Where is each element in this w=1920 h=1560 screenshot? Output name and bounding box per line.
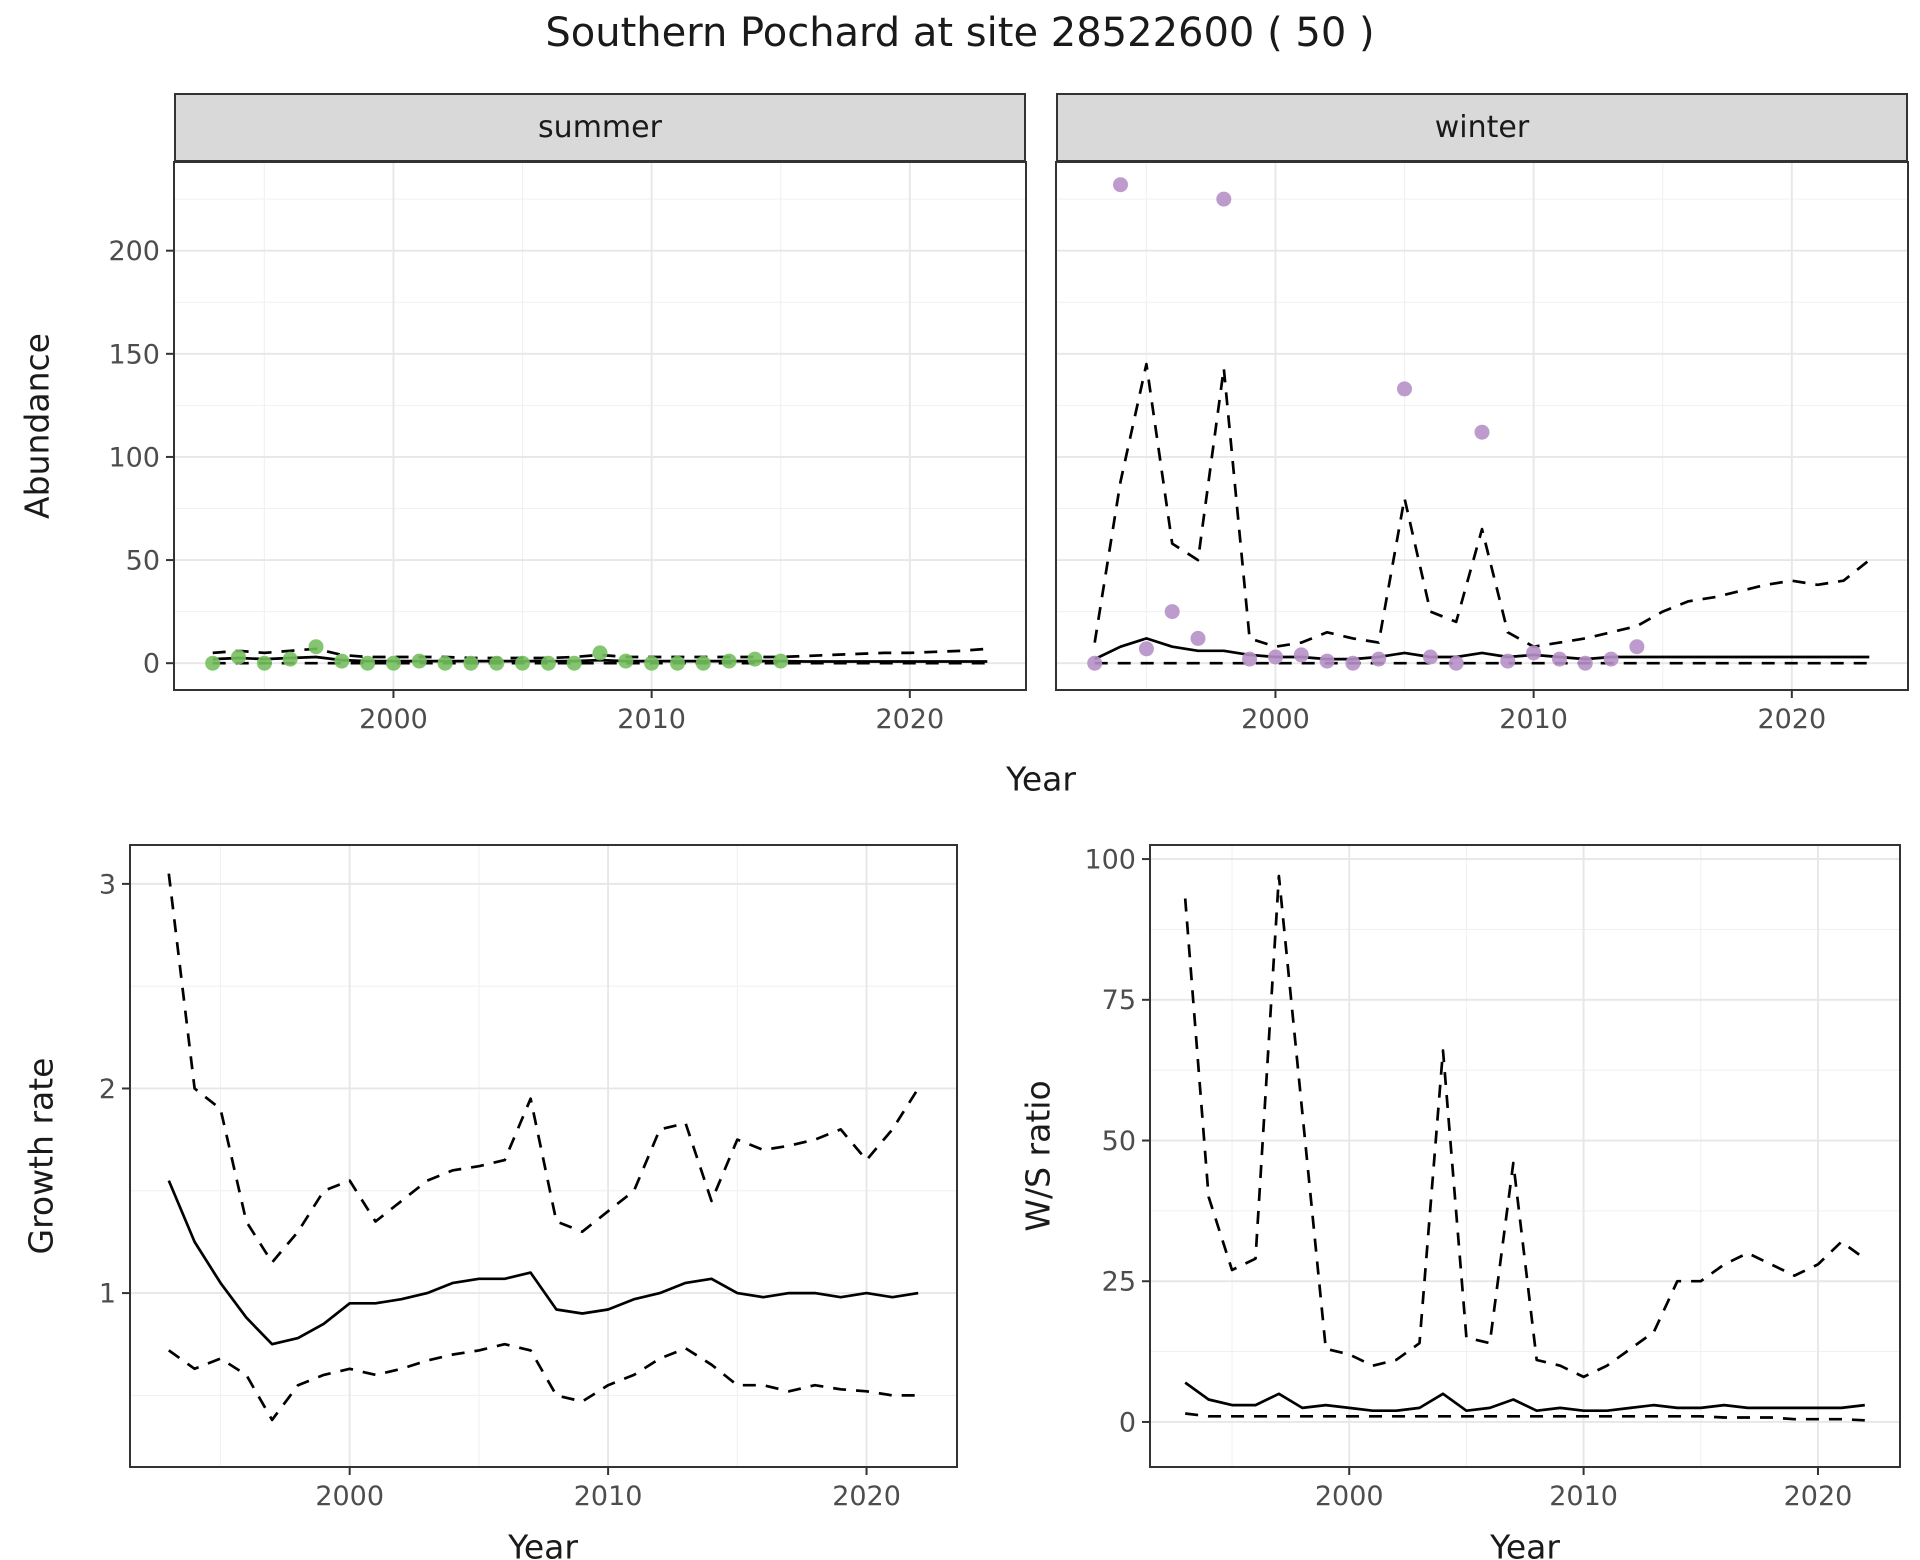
- panel-summer-point: [618, 653, 634, 669]
- panel-summer-y-tick-label: 100: [108, 442, 160, 473]
- panel-ws-ratio: 0 25 50 75 100 2000 2010 2020: [1084, 844, 1901, 1512]
- panel-winter-point: [1087, 655, 1103, 671]
- panel-winter-point: [1474, 424, 1490, 440]
- panel-winter-x-tick-label: 2000: [1241, 704, 1310, 735]
- panel-winter-point: [1629, 639, 1645, 655]
- growth-rate-axis-label: Growth rate: [21, 1057, 61, 1255]
- ws-ratio-x-axis-label: Year: [1490, 1527, 1560, 1560]
- panel-winter-point: [1164, 604, 1180, 620]
- panel-winter-point: [1371, 651, 1387, 667]
- panel-ws-ratio-y-tick-label: 25: [1102, 1267, 1136, 1298]
- panel-winter-point: [1552, 651, 1567, 667]
- panel-summer-x-tick-label: 2020: [875, 704, 944, 735]
- panel-growth-rate-x-tick-label: 2010: [574, 1481, 643, 1512]
- panel-summer-point: [334, 653, 350, 669]
- panel-winter-point: [1526, 645, 1542, 661]
- panel-growth-rate-x-tick-label: 2000: [315, 1481, 384, 1512]
- panel-summer-point: [721, 653, 737, 669]
- panel-ws-ratio-y-tick-label: 100: [1084, 845, 1136, 876]
- facet-strip-summer: summer: [174, 93, 1026, 162]
- panel-summer-point: [256, 655, 272, 671]
- panel-summer-point: [670, 655, 685, 671]
- panel-growth-rate-upper-line: [167, 873, 920, 1264]
- panel-growth-rate: 1 2 3 2000 2010 2020: [99, 844, 958, 1512]
- panel-winter: 2000 2010 2020: [1055, 161, 1909, 735]
- panel-winter-upper-line: [1093, 362, 1871, 649]
- panel-summer-point: [695, 655, 711, 671]
- panel-summer-point: [231, 649, 246, 665]
- panel-winter-point: [1345, 655, 1361, 671]
- panel-summer-x-tick-label: 2000: [359, 704, 428, 735]
- panel-summer-point: [773, 653, 789, 669]
- panel-summer-y-tick-label: 150: [108, 339, 160, 370]
- panel-summer-upper-line: [212, 647, 988, 660]
- panel-winter-point: [1603, 651, 1619, 667]
- panel-winter-point: [1113, 177, 1128, 193]
- panel-summer-y-tick-label: 50: [126, 546, 160, 577]
- panel-summer-x-tick-label: 2010: [617, 704, 686, 735]
- panel-summer-point: [386, 655, 401, 671]
- panel-winter-point: [1268, 649, 1283, 665]
- abundance-x-axis-label: Year: [1006, 759, 1076, 799]
- panel-summer-y-tick-label: 200: [108, 236, 160, 267]
- panel-ws-ratio-median-line: [1184, 1381, 1865, 1413]
- panel-winter-point: [1319, 653, 1335, 669]
- panel-growth-rate-x-tick-label: 2020: [832, 1481, 901, 1512]
- panel-ws-ratio-y-tick-label: 75: [1102, 985, 1136, 1016]
- panel-growth-rate-y-tick-label: 1: [99, 1279, 116, 1310]
- panel-summer-point: [747, 651, 763, 667]
- panel-summer-point: [515, 655, 530, 671]
- panel-growth-rate-median-line: [167, 1180, 919, 1346]
- panel-summer-point: [566, 655, 582, 671]
- facet-label-summer: summer: [538, 110, 662, 145]
- panel-winter-point: [1397, 381, 1412, 397]
- panel-winter-point: [1190, 630, 1206, 646]
- panel-ws-ratio-x-tick-label: 2020: [1784, 1481, 1853, 1512]
- panel-winter-point: [1293, 647, 1309, 663]
- panel-summer-point: [282, 651, 298, 667]
- panel-growth-rate-y-tick-label: 2: [99, 1074, 116, 1105]
- panel-ws-ratio-x-tick-label: 2010: [1549, 1481, 1618, 1512]
- panel-summer-point: [463, 655, 479, 671]
- panel-summer-point: [540, 655, 556, 671]
- panel-winter-fit-line: [1094, 637, 1870, 661]
- panel-summer-point: [308, 639, 324, 655]
- panel-winter-point: [1216, 191, 1232, 207]
- facet-strip-winter: winter: [1056, 93, 1908, 162]
- panel-winter-x-tick-label: 2010: [1499, 704, 1568, 735]
- panel-summer-point: [411, 653, 427, 669]
- ws-ratio-axis-label: W/S ratio: [1018, 1080, 1058, 1232]
- panel-summer-point: [592, 645, 608, 661]
- panel-summer-point: [644, 655, 660, 671]
- panel-summer: 0 50 100 150 200 2000 2010 2020: [108, 161, 1027, 735]
- panel-winter-point: [1577, 655, 1593, 671]
- panel-summer-point: [437, 655, 453, 671]
- panel-winter-point: [1138, 641, 1154, 657]
- panel-winter-point: [1500, 653, 1516, 669]
- panel-winter-point: [1448, 655, 1464, 671]
- panel-growth-rate-lower-line: [168, 1342, 919, 1422]
- panel-summer-point: [489, 655, 505, 671]
- abundance-axis-label: Abundance: [17, 333, 57, 519]
- panel-winter-point: [1242, 651, 1258, 667]
- chart-title: Southern Pochard at site 28522600 ( 50 ): [545, 10, 1375, 56]
- panel-summer-point: [360, 655, 376, 671]
- panel-summer-y-tick-label: 0: [143, 649, 160, 680]
- panel-winter-point: [1422, 649, 1438, 665]
- panel-ws-ratio-y-tick-label: 50: [1102, 1126, 1136, 1157]
- panel-ws-ratio-y-tick-label: 0: [1119, 1407, 1136, 1438]
- panel-ws-ratio-x-tick-label: 2000: [1315, 1481, 1384, 1512]
- growth-rate-x-axis-label: Year: [508, 1527, 578, 1560]
- panel-summer-point: [205, 655, 221, 671]
- panel-winter-x-tick-label: 2020: [1757, 704, 1826, 735]
- panel-growth-rate-y-tick-label: 3: [99, 869, 116, 900]
- facet-label-winter: winter: [1434, 110, 1530, 145]
